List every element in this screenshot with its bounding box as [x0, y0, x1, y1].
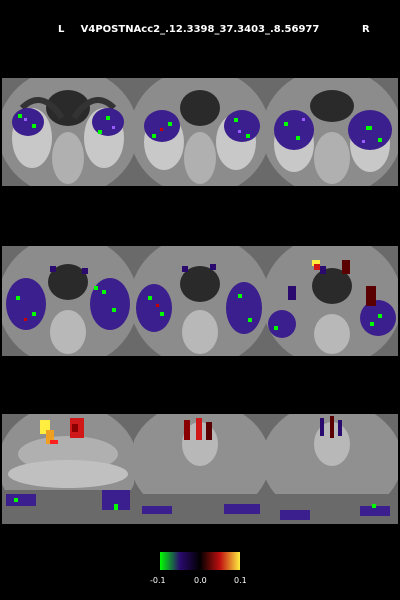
colorbar-mid-label: 0.0: [194, 576, 207, 585]
right-hemisphere-label: R: [362, 24, 370, 35]
brain-slice-r3-c1: [2, 414, 134, 524]
brain-slice-r2-c3: [266, 246, 398, 356]
image-title: V4POSTNAcc2_.12.3398_37.3403_.8.56977: [0, 24, 400, 35]
brain-slice-r1-c3: [266, 78, 398, 186]
brain-slice-r1-c2: [134, 78, 266, 186]
colorbar-min-label: -0.1: [150, 576, 166, 585]
brain-slice-r1-c1: [2, 78, 134, 186]
brain-slice-r2-c1: [2, 246, 134, 356]
brain-slice-r3-c3: [266, 414, 398, 524]
colorbar-max-label: 0.1: [234, 576, 247, 585]
brain-slice-r3-c2: [134, 414, 266, 524]
colorbar: [160, 552, 240, 570]
brain-slice-r2-c2: [134, 246, 266, 356]
